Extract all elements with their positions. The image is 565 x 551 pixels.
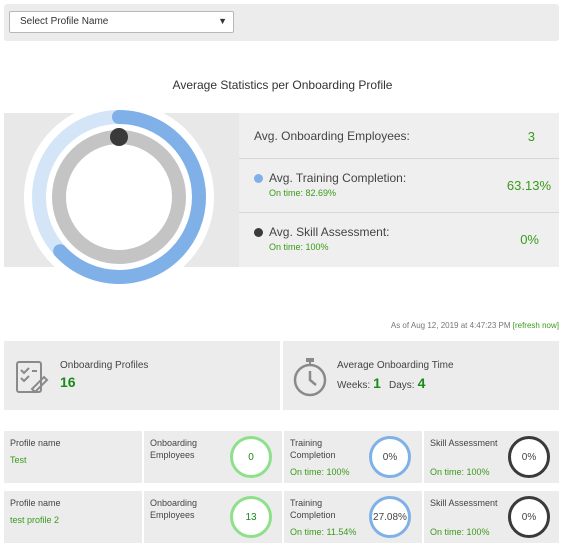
as-of-text: As of Aug 12, 2019 at 4:47:23 PM [390, 321, 511, 330]
skill-ring: 0% [508, 496, 550, 538]
skill-cell: Skill Assessment On time: 100% 0% [424, 431, 559, 483]
weeks-label: Weeks: [337, 380, 371, 391]
profile-select-placeholder: Select Profile Name [20, 16, 109, 27]
stats-rows: Avg. Onboarding Employees: 3 Avg. Traini… [239, 113, 559, 267]
summary-divider [280, 341, 283, 410]
training-ontime: On time: 11.54% [290, 527, 357, 537]
average-weeks: Weeks: 1 [337, 375, 381, 391]
cell-separator [142, 491, 144, 543]
stat-skill-label: Avg. Skill Assessment: [269, 225, 390, 239]
employees-cell: Onboarding Employees 0 [144, 431, 282, 483]
skill-label: Skill Assessment [430, 438, 498, 448]
cell-separator [282, 431, 284, 483]
refresh-now-link[interactable]: [refresh now] [512, 321, 559, 330]
training-ring: 27.08% [369, 496, 411, 538]
average-days: Days: 4 [389, 375, 425, 391]
skill-cell: Skill Assessment On time: 100% 0% [424, 491, 559, 543]
summary-panel: Onboarding Profiles 16 Average Onboardin… [4, 341, 559, 410]
skill-ontime: On time: 100% [430, 467, 490, 477]
stat-skill-value: 0% [520, 232, 539, 247]
training-completion-arc [32, 110, 206, 284]
profile-row[interactable]: Profile name Test Onboarding Employees 0… [4, 431, 559, 483]
as-of-timestamp: As of Aug 12, 2019 at 4:47:23 PM [refres… [391, 321, 559, 330]
skill-ring: 0% [508, 436, 550, 478]
training-ontime: On time: 100% [290, 467, 350, 477]
skill-legend-dot [254, 228, 263, 237]
donut-background [24, 102, 214, 292]
onboarding-profiles-label: Onboarding Profiles [60, 360, 149, 371]
employees-cell: Onboarding Employees 13 [144, 491, 282, 543]
employees-ring: 13 [230, 496, 272, 538]
stat-employees-value: 3 [527, 129, 535, 144]
onboarding-profiles-value: 16 [60, 374, 76, 390]
chevron-down-icon: ▼ [218, 16, 227, 26]
training-ring: 0% [369, 436, 411, 478]
stat-employees-label: Avg. Onboarding Employees: [254, 129, 410, 143]
profile-name-select[interactable]: Select Profile Name ▼ [9, 11, 234, 33]
cell-separator [422, 491, 424, 543]
stat-row-skill: Avg. Skill Assessment: On time: 100% 0% [239, 213, 559, 267]
profile-name-value[interactable]: Test [10, 455, 27, 465]
filter-bar: Select Profile Name ▼ [4, 4, 559, 41]
training-cell: Training Completion On time: 100% 0% [284, 431, 422, 483]
training-label: Training Completion [290, 498, 336, 520]
profile-name-value[interactable]: test profile 2 [10, 515, 60, 525]
employees-label: Onboarding Employees [150, 498, 198, 520]
stopwatch-icon [293, 358, 327, 397]
skill-label: Skill Assessment [430, 498, 498, 508]
employees-label: Onboarding Employees [150, 438, 198, 460]
stats-title: Average Statistics per Onboarding Profil… [172, 78, 393, 92]
stats-donut-chart [24, 102, 214, 292]
weeks-value: 1 [373, 375, 381, 391]
profile-row[interactable]: Profile name test profile 2 Onboarding E… [4, 491, 559, 543]
employees-ring: 0 [230, 436, 272, 478]
checklist-icon [16, 361, 49, 394]
profile-name-cell: Profile name Test [4, 431, 142, 483]
profile-name-label: Profile name [10, 438, 61, 448]
profile-name-cell: Profile name test profile 2 [4, 491, 142, 543]
days-value: 4 [417, 375, 426, 391]
average-onboarding-time-label: Average Onboarding Time [337, 360, 454, 371]
profile-name-label: Profile name [10, 498, 61, 508]
cell-separator [422, 431, 424, 483]
days-label: Days: [389, 380, 415, 391]
stat-training-value: 63.13% [506, 178, 551, 193]
training-legend-dot [254, 174, 263, 183]
cell-separator [282, 491, 284, 543]
skill-ontime: On time: 100% [430, 527, 490, 537]
stat-training-ontime: On time: 82.69% [269, 188, 337, 198]
stat-row-training: Avg. Training Completion: On time: 82.69… [239, 159, 559, 213]
skill-assessment-marker [110, 128, 128, 146]
stat-skill-ontime: On time: 100% [269, 242, 329, 252]
cell-separator [142, 431, 144, 483]
stat-row-employees: Avg. Onboarding Employees: 3 [239, 113, 559, 159]
training-cell: Training Completion On time: 11.54% 27.0… [284, 491, 422, 543]
stat-training-label: Avg. Training Completion: [269, 171, 407, 185]
training-label: Training Completion [290, 438, 336, 460]
